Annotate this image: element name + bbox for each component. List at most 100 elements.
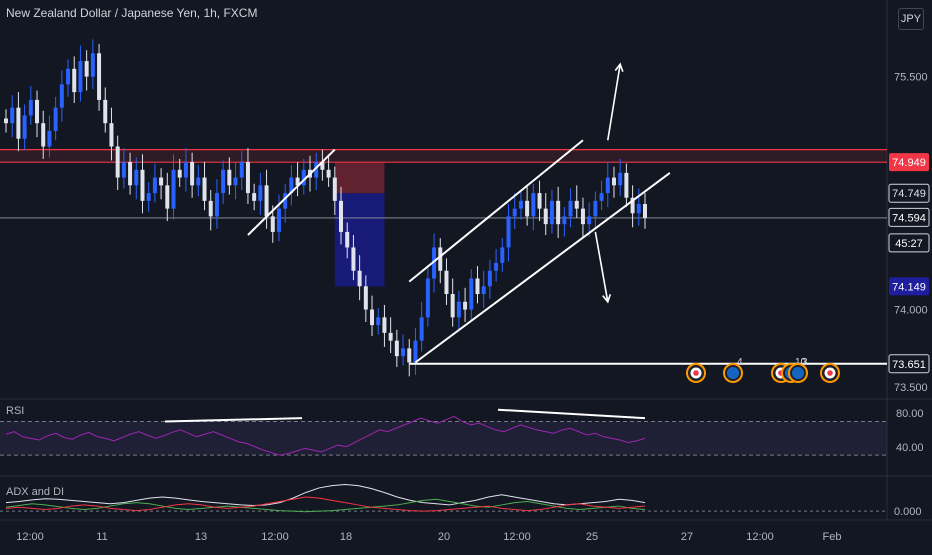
candle-body: [630, 197, 635, 214]
price-tag-resistance: 74.949: [889, 153, 929, 172]
candle-body: [456, 301, 461, 318]
channel-upper: [408, 139, 584, 283]
price-tag-box: [889, 153, 929, 172]
event-count: 4: [737, 357, 743, 368]
candle-body: [394, 340, 399, 357]
price-tick: 73.500: [894, 382, 928, 394]
time-tick: 18: [340, 531, 352, 543]
candle-body: [22, 115, 27, 139]
candle-body: [252, 193, 257, 201]
price-tag-countdown: 45:27: [888, 233, 930, 253]
candle-body: [444, 270, 449, 295]
candle-body: [208, 200, 213, 217]
chart-title: New Zealand Dollar / Japanese Yen, 1h, F…: [6, 6, 258, 20]
candle-body: [140, 169, 145, 201]
price-tick: 75.500: [894, 72, 928, 84]
channel-lower: [414, 172, 671, 364]
candle-body: [47, 130, 52, 147]
candle-body: [245, 162, 250, 194]
candle-body: [152, 177, 157, 194]
time-tick: 27: [681, 531, 693, 543]
event-icon: 4: [723, 357, 743, 383]
candle-body: [618, 172, 623, 186]
candle-body: [177, 169, 182, 178]
candle-body: [450, 294, 455, 318]
candle-body: [53, 107, 58, 131]
candle-body: [345, 231, 350, 248]
rsi-divergence-line-2: [497, 408, 646, 420]
candle-body: [568, 200, 573, 217]
resistance-zone: [0, 149, 887, 163]
candle-body: [401, 348, 406, 357]
breakout-up-arrow: [606, 62, 624, 141]
candle-body: [382, 317, 387, 333]
candle-body: [332, 177, 337, 201]
adx-series-di: [5, 498, 646, 513]
adx-series-adx: [5, 484, 646, 507]
price-tag-text: 74.149: [892, 281, 926, 293]
candle-body: [276, 208, 281, 232]
candle-body: [103, 99, 108, 124]
candle-body: [295, 177, 300, 186]
candle-body: [500, 247, 505, 263]
flag-icon: [792, 367, 804, 379]
candle-body: [214, 193, 219, 217]
candle-body: [4, 118, 8, 124]
price-tag-support: 73.651: [888, 354, 930, 374]
candle-body: [438, 247, 443, 271]
candle-body: [146, 193, 151, 201]
candle-body: [196, 177, 201, 186]
adx-label[interactable]: ADX and DI: [6, 486, 65, 498]
candle-body: [28, 99, 33, 116]
candle-body: [16, 107, 21, 139]
candle-body: [320, 162, 325, 170]
price-tag-marker: 74.749: [888, 183, 930, 203]
time-tick: Feb: [823, 531, 842, 543]
trade-stop-zone: [334, 162, 385, 194]
candle-body: [301, 169, 306, 186]
candle-body: [593, 200, 598, 217]
candle-body: [494, 262, 499, 271]
candle-body: [599, 193, 604, 201]
rsi-band-fill: [0, 421, 887, 456]
candle-body: [202, 177, 207, 201]
candle-body: [35, 99, 40, 124]
candle-body: [264, 185, 269, 217]
time-tick: 13: [195, 531, 207, 543]
pre-drop-trendline: [247, 148, 336, 236]
candle-body: [636, 203, 641, 214]
candle-body: [115, 146, 120, 178]
currency-selector[interactable]: JPY: [898, 8, 924, 30]
candle-body: [643, 203, 647, 218]
breakout-up-arrow-head: [614, 62, 624, 72]
candle-body: [425, 278, 430, 318]
candle-body: [326, 169, 331, 178]
adx-tick: 0.000: [894, 506, 922, 518]
time-tick: 12:00: [503, 531, 531, 543]
candle-body: [624, 172, 629, 198]
event-icon-dot: [827, 370, 833, 376]
time-tick: 25: [586, 531, 598, 543]
candle-body: [370, 309, 375, 326]
candle-body: [97, 53, 102, 100]
candle-body: [41, 123, 46, 147]
candle-body: [419, 317, 424, 341]
rsi-label[interactable]: RSI: [6, 405, 25, 417]
candle-body: [605, 177, 610, 194]
price-tag-box: [888, 354, 930, 374]
candle-body: [611, 177, 616, 186]
candle-body: [59, 84, 64, 108]
rsi-divergence-line-1: [164, 417, 303, 423]
breakdown-down-arrow-shaft: [594, 231, 609, 302]
candle-body: [481, 286, 486, 295]
candle-body: [66, 68, 71, 85]
time-tick: 11: [96, 531, 107, 543]
candle-body: [78, 61, 83, 93]
candle-body: [270, 216, 275, 232]
candle-body: [556, 200, 561, 225]
candle-body: [227, 169, 232, 186]
price-tag-text: 74.594: [892, 212, 926, 224]
time-tick: 12:00: [746, 531, 774, 543]
